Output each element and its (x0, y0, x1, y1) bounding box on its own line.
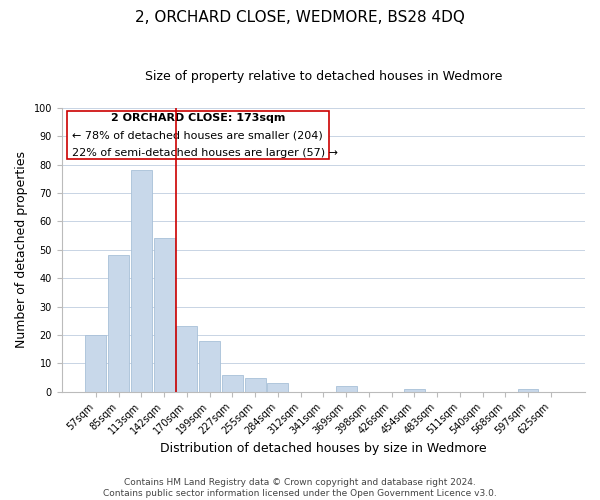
Bar (131, 170, 152, 392)
Bar (268, 383, 289, 392)
Y-axis label: Number of detached properties: Number of detached properties (15, 151, 28, 348)
Bar (199, 340, 220, 392)
Bar (176, 326, 197, 392)
FancyBboxPatch shape (67, 110, 329, 159)
Bar (85, 335, 106, 392)
X-axis label: Distribution of detached houses by size in Wedmore: Distribution of detached houses by size … (160, 442, 487, 455)
Bar (245, 378, 266, 392)
Title: Size of property relative to detached houses in Wedmore: Size of property relative to detached ho… (145, 70, 502, 83)
Text: 2 ORCHARD CLOSE: 173sqm: 2 ORCHARD CLOSE: 173sqm (110, 114, 285, 124)
Bar (404, 389, 425, 392)
Bar (335, 386, 356, 392)
Bar (222, 374, 243, 392)
Bar (154, 238, 175, 392)
Text: 2, ORCHARD CLOSE, WEDMORE, BS28 4DQ: 2, ORCHARD CLOSE, WEDMORE, BS28 4DQ (135, 10, 465, 25)
Bar (518, 389, 538, 392)
Text: ← 78% of detached houses are smaller (204): ← 78% of detached houses are smaller (20… (72, 130, 323, 140)
Text: 22% of semi-detached houses are larger (57) →: 22% of semi-detached houses are larger (… (72, 148, 338, 158)
Bar (108, 256, 129, 392)
Text: Contains HM Land Registry data © Crown copyright and database right 2024.
Contai: Contains HM Land Registry data © Crown c… (103, 478, 497, 498)
